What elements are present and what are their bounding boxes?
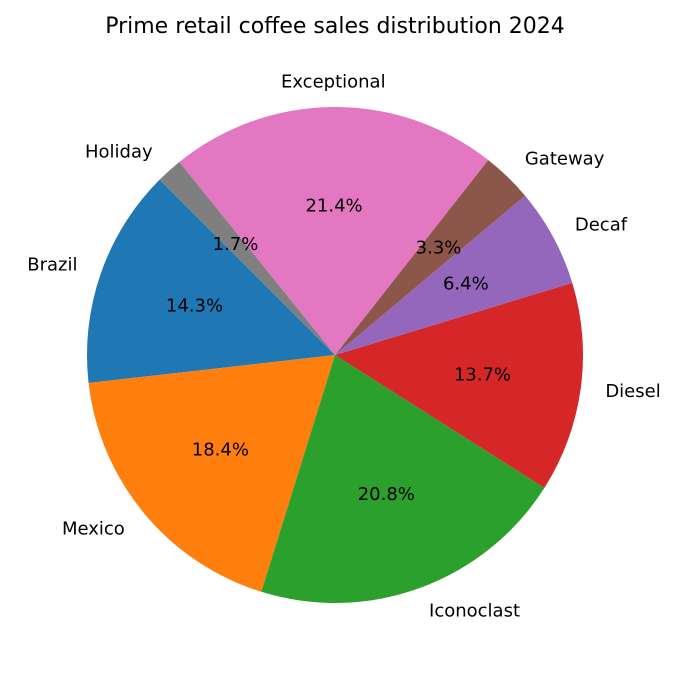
pie-slice-label-decaf: Decaf [575,215,628,236]
pie-slice-brazil [87,179,335,383]
chart-title: Prime retail coffee sales distribution 2… [105,14,565,39]
pie-slice-label-brazil: Brazil [27,255,77,276]
pie-slice-label-exceptional: Exceptional [281,72,386,93]
pie-slice-exceptional [179,106,489,355]
pie-pct-label-brazil: 14.3% [166,295,223,316]
pie-slice-iconoclast [261,355,545,603]
pie-pct-label-decaf: 6.4% [443,274,489,295]
pie-slices [87,106,584,603]
pie-slice-label-holiday: Holiday [85,142,153,163]
pie-pct-label-gateway: 3.3% [416,238,462,259]
pie-slice-label-iconoclast: Iconoclast [429,601,520,622]
pie-labels: 14.3% Brazil 18.4% Mexico 20.8% Iconoclast 13.… [27,72,660,622]
pie-slice-decaf [335,195,573,355]
pie-slice-label-diesel: Diesel [605,381,660,402]
pie-slice-label-gateway: Gateway [525,149,605,170]
pie-pct-label-mexico: 18.4% [192,439,249,460]
pie-pct-label-iconoclast: 20.8% [358,484,415,505]
pie-slice-diesel [335,282,584,488]
pie-pct-label-exceptional: 21.4% [305,196,362,217]
pie-slice-label-mexico: Mexico [62,518,125,539]
pie-pct-label-holiday: 1.7% [213,234,259,255]
pie-slice-mexico [88,355,335,592]
pie-slice-gateway [335,160,526,355]
pie-slice-holiday [159,161,335,355]
pie-pct-label-diesel: 13.7% [454,365,511,386]
